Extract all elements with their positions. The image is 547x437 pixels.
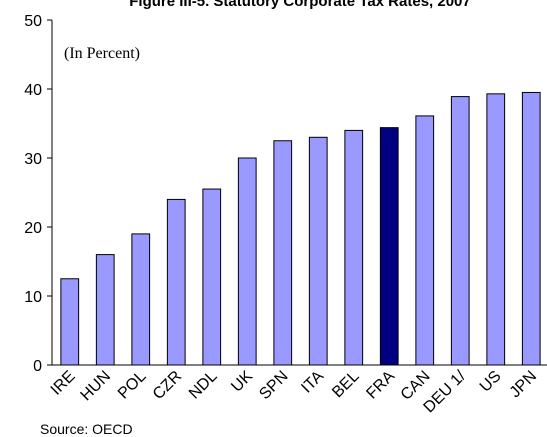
bar bbox=[450, 96, 470, 366]
x-tick-label: POL bbox=[115, 368, 150, 403]
bar bbox=[60, 278, 80, 366]
bar bbox=[486, 93, 506, 366]
source: Source: OECD bbox=[40, 421, 133, 437]
bar bbox=[202, 188, 222, 366]
y-tick-label: 0 bbox=[33, 358, 42, 375]
y-tick-label: 20 bbox=[24, 220, 42, 237]
x-tick-label: SPN bbox=[256, 368, 291, 403]
bar bbox=[379, 127, 399, 366]
bar bbox=[273, 140, 293, 366]
x-tick-label: US bbox=[477, 368, 505, 396]
x-tick-label: ITA bbox=[298, 368, 327, 397]
y-tick-label: 10 bbox=[24, 289, 42, 306]
bar bbox=[237, 157, 257, 366]
bar bbox=[166, 198, 186, 366]
bar bbox=[344, 129, 364, 366]
x-tick-label: JPN bbox=[507, 368, 540, 401]
bar bbox=[521, 91, 541, 366]
chart-title: Figure III-5. Statutory Corporate Tax Ra… bbox=[129, 0, 470, 10]
bar bbox=[415, 115, 435, 366]
x-tick-label: NDL bbox=[186, 368, 221, 403]
bar bbox=[95, 254, 115, 366]
x-tick-label: CZR bbox=[150, 368, 185, 403]
annotation: (In Percent) bbox=[64, 45, 140, 62]
y-tick-label: 30 bbox=[24, 151, 42, 168]
x-tick-label: UK bbox=[228, 368, 256, 396]
x-tick-label: IRE bbox=[48, 368, 79, 399]
y-tick-label: 50 bbox=[24, 13, 42, 30]
bar bbox=[131, 233, 151, 366]
x-tick-label: FRA bbox=[363, 368, 398, 403]
y-tick-label: 40 bbox=[24, 82, 42, 99]
x-tick-label: HUN bbox=[78, 368, 115, 405]
x-tick-label: BEL bbox=[329, 368, 362, 401]
bar bbox=[308, 136, 328, 366]
